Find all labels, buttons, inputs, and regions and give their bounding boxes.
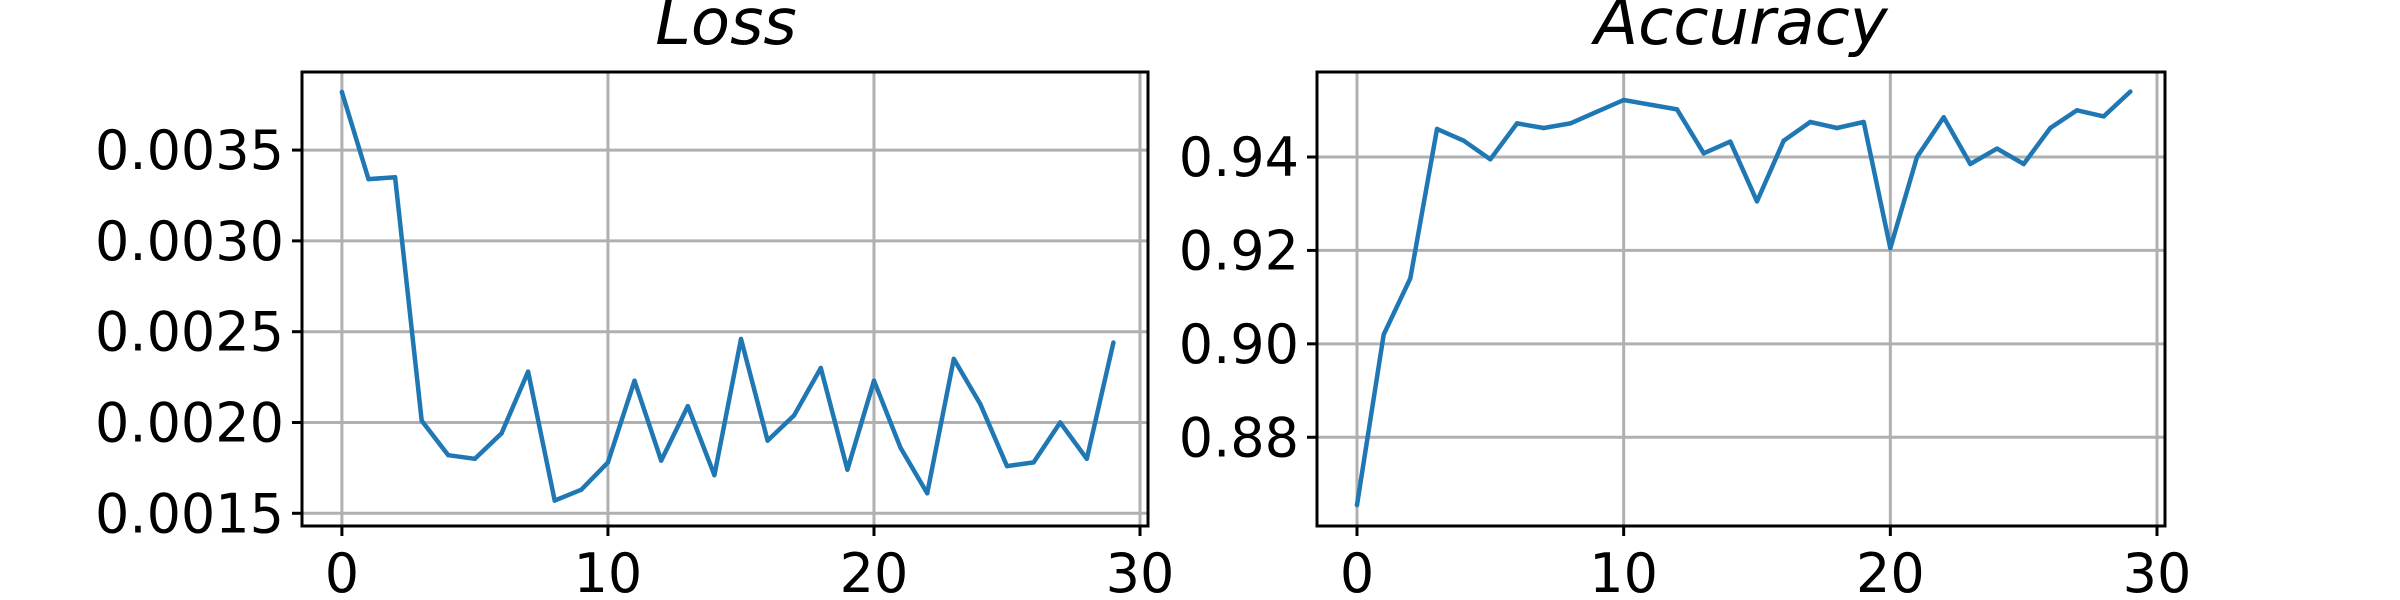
loss-data-point	[951, 356, 956, 362]
accuracy-data-point	[1621, 97, 1626, 103]
accuracy-data-point	[1568, 121, 1573, 126]
loss-data-point	[579, 487, 584, 492]
accuracy-plot-frame	[1315, 70, 2167, 528]
accuracy-data-point	[1754, 199, 1760, 204]
accuracy-data-point	[1834, 125, 1840, 131]
loss-x-tick-label: 30	[1106, 542, 1175, 600]
accuracy-data-point	[1781, 138, 1786, 143]
loss-plot-frame	[300, 70, 1150, 528]
loss-data-point	[658, 458, 664, 463]
loss-data-point	[1031, 460, 1036, 465]
loss-data-point	[472, 456, 478, 462]
accuracy-x-tick-label: 20	[1856, 542, 1925, 600]
loss-data-point	[818, 365, 823, 371]
loss-chart-title: Loss	[655, 0, 797, 60]
loss-y-tick-label: 0.0030	[95, 210, 284, 273]
accuracy-series	[1354, 89, 2133, 508]
loss-data-point	[765, 438, 770, 443]
accuracy-data-point	[1888, 245, 1893, 251]
accuracy-data-point	[1914, 154, 1920, 160]
loss-data-point	[552, 498, 557, 503]
accuracy-data-point	[1808, 119, 1813, 125]
accuracy-data-point	[2101, 114, 2106, 119]
loss-data-point	[525, 369, 531, 374]
loss-data-point	[738, 336, 744, 342]
accuracy-x-tick-label: 10	[1589, 542, 1658, 600]
accuracy-data-point	[1861, 119, 1866, 125]
loss-data-point	[898, 445, 903, 451]
accuracy-data-point	[1674, 107, 1680, 112]
accuracy-grid	[1317, 72, 2165, 526]
accuracy-data-point	[1488, 157, 1493, 162]
loss-data-point	[978, 402, 983, 407]
loss-data-point	[366, 176, 371, 182]
accuracy-data-point	[1701, 151, 1706, 156]
accuracy-data-point	[1541, 125, 1546, 131]
accuracy-data-point	[1941, 115, 1946, 120]
accuracy-data-point	[1434, 126, 1440, 132]
loss-data-point	[685, 403, 690, 409]
accuracy-x-tick-label: 30	[2123, 542, 2192, 600]
loss-y-tick-label: 0.0015	[95, 482, 284, 545]
loss-ticks: 0 10 20 30 0.0015 0.0020 0.0025 0.0030 0.0035	[95, 119, 1174, 600]
accuracy-chart-title: Accuracy	[1590, 0, 1888, 60]
loss-data-point	[871, 378, 877, 383]
loss-x-tick-label: 0	[325, 542, 359, 600]
loss-panel: Loss 0 10 20 30 0.0015 0.0020 0.0025 0.0030 0.00…	[95, 0, 1174, 600]
loss-data-point	[339, 89, 345, 95]
loss-data-point	[392, 175, 398, 180]
loss-data-point	[605, 460, 611, 465]
accuracy-y-tick-label: 0.94	[1179, 126, 1299, 189]
accuracy-series-line	[1354, 89, 2133, 508]
accuracy-data-point	[2128, 89, 2133, 94]
accuracy-data-point	[1408, 276, 1413, 281]
accuracy-y-tick-label: 0.92	[1179, 219, 1299, 282]
accuracy-data-point	[1354, 502, 1360, 508]
accuracy-panel: Accuracy 0 10 20 30 0.88 0.90 0.92 0.94	[1179, 0, 2192, 600]
loss-data-point	[499, 431, 504, 436]
accuracy-data-point	[2021, 161, 2026, 167]
loss-y-tick-label: 0.0020	[95, 391, 284, 454]
loss-data-point	[419, 418, 424, 423]
loss-y-tick-label: 0.0035	[95, 119, 284, 182]
loss-data-point	[924, 491, 930, 496]
loss-data-point	[446, 452, 451, 458]
accuracy-data-point	[1461, 138, 1466, 143]
loss-series-line	[339, 89, 1116, 503]
accuracy-data-point	[1728, 139, 1733, 144]
accuracy-data-point	[2048, 125, 2053, 131]
loss-y-tick-label: 0.0025	[95, 301, 284, 364]
accuracy-ticks: 0 10 20 30 0.88 0.90 0.92 0.94	[1179, 126, 2192, 600]
loss-data-point	[632, 378, 637, 383]
accuracy-data-point	[1648, 102, 1653, 107]
accuracy-data-point	[1381, 332, 1386, 337]
accuracy-data-point	[2074, 108, 2080, 113]
loss-data-point	[845, 467, 850, 472]
loss-data-point	[1111, 340, 1116, 345]
loss-x-tick-label: 20	[840, 542, 909, 600]
loss-data-point	[1084, 456, 1090, 462]
accuracy-data-point	[1514, 121, 1520, 126]
accuracy-y-tick-label: 0.88	[1179, 406, 1299, 469]
accuracy-data-point	[1994, 146, 2000, 151]
loss-data-point	[791, 413, 797, 418]
accuracy-y-tick-label: 0.90	[1179, 313, 1299, 376]
loss-data-point	[712, 472, 717, 478]
loss-x-tick-label: 10	[574, 542, 643, 600]
loss-data-point	[1058, 420, 1063, 425]
accuracy-data-point	[1594, 109, 1600, 114]
accuracy-data-point	[1968, 161, 1973, 167]
accuracy-x-tick-label: 0	[1340, 542, 1374, 600]
loss-grid	[302, 72, 1148, 526]
loss-series	[339, 89, 1116, 503]
loss-data-point	[1004, 463, 1010, 469]
